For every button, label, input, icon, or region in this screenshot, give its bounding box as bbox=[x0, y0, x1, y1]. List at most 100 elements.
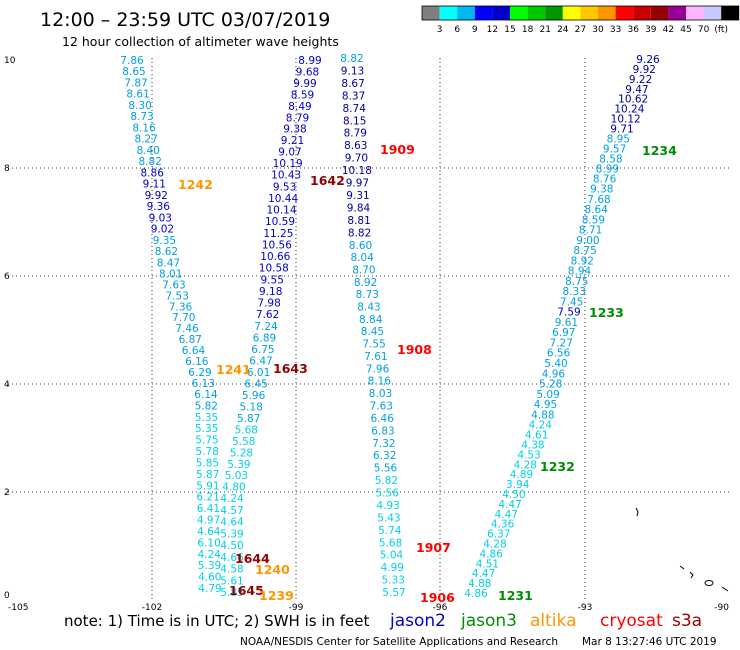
legend-swatch bbox=[633, 6, 651, 20]
longitude-label: -93 bbox=[578, 603, 593, 613]
wave-height-value: 4.38 bbox=[521, 440, 544, 452]
wave-height-value: 8.16 bbox=[132, 122, 156, 134]
wave-height-value: 8.81 bbox=[347, 215, 370, 227]
wave-height-value: 4.88 bbox=[468, 578, 491, 590]
wave-height-value: 8.16 bbox=[368, 376, 392, 388]
wave-height-value: 4.47 bbox=[472, 568, 495, 580]
longitude-label: -105 bbox=[8, 603, 28, 613]
legend-swatch bbox=[545, 6, 563, 20]
wave-height-value: 9.02 bbox=[151, 224, 174, 236]
wave-height-value: 4.88 bbox=[531, 409, 554, 421]
wave-height-value: 6.47 bbox=[249, 356, 272, 368]
latitude-label: 2 bbox=[4, 488, 10, 498]
wave-height-value: 8.59 bbox=[291, 89, 314, 101]
wave-height-value: 4.24 bbox=[198, 549, 222, 561]
legend-swatch bbox=[439, 6, 458, 20]
wave-height-value: 5.57 bbox=[382, 587, 405, 599]
wave-height-value: 4.57 bbox=[220, 505, 243, 517]
pass-time-label: 1240 bbox=[255, 562, 290, 577]
wave-height-value: 6.10 bbox=[197, 537, 220, 549]
wave-height-value: 8.82 bbox=[340, 53, 363, 65]
legend-tick-label: 9 bbox=[472, 25, 478, 35]
wave-height-value: 8.86 bbox=[141, 167, 165, 179]
wave-height-value: 8.33 bbox=[563, 286, 586, 298]
wave-height-value: 5.56 bbox=[374, 463, 398, 475]
wave-height-value: 9.53 bbox=[273, 181, 296, 193]
wave-height-value: 8.64 bbox=[585, 204, 609, 216]
pass-time-label: 1241 bbox=[216, 362, 251, 377]
wave-height-value: 6.83 bbox=[371, 425, 394, 437]
wave-height-value: 5.91 bbox=[196, 480, 219, 492]
wave-height-value: 4.36 bbox=[491, 519, 515, 531]
wave-height-value: 6.87 bbox=[179, 334, 202, 346]
wave-height-value: 8.01 bbox=[159, 269, 182, 281]
wave-height-value: 5.68 bbox=[379, 537, 402, 549]
wave-height-value: 7.62 bbox=[256, 309, 279, 321]
wave-height-value: 10.66 bbox=[260, 251, 290, 263]
legend-swatch bbox=[562, 6, 581, 20]
wave-height-tracks: 7.868.657.878.618.308.738.168.278.408.82… bbox=[120, 53, 660, 600]
wave-height-value: 10.44 bbox=[268, 193, 298, 205]
wave-height-value: 5.35 bbox=[195, 412, 218, 424]
legend-tick-label: 39 bbox=[645, 25, 657, 35]
longitude-label: -99 bbox=[289, 603, 304, 613]
legend-tick-label: 24 bbox=[557, 25, 569, 35]
wave-height-value: 7.46 bbox=[175, 323, 199, 335]
wave-height-value: 5.78 bbox=[196, 446, 219, 458]
legend-swatch bbox=[598, 6, 616, 20]
wave-height-value: 5.39 bbox=[220, 528, 243, 540]
wave-height-value: 5.39 bbox=[227, 459, 250, 471]
wave-height-value: 8.60 bbox=[349, 240, 372, 252]
wave-height-value: 9.03 bbox=[149, 212, 172, 224]
wave-height-value: 4.47 bbox=[495, 509, 518, 521]
wave-height-value: 8.63 bbox=[344, 140, 367, 152]
wave-height-value: 10.56 bbox=[262, 240, 292, 252]
map-title: 12:00 – 23:59 UTC 03/07/2019 bbox=[40, 9, 330, 31]
wave-height-value: 6.97 bbox=[552, 327, 575, 339]
wave-height-value: 8.49 bbox=[288, 101, 311, 113]
legend-swatch bbox=[422, 6, 440, 20]
legend-frame bbox=[421, 5, 740, 21]
wave-height-value: 9.55 bbox=[261, 274, 284, 286]
wave-height-value: 8.47 bbox=[157, 257, 180, 269]
coast-segment bbox=[635, 507, 639, 517]
wave-height-value: 7.87 bbox=[124, 78, 147, 90]
wave-height-value: 4.86 bbox=[480, 548, 504, 560]
wave-height-value: 8.62 bbox=[155, 246, 178, 258]
wave-height-value: 9.22 bbox=[629, 74, 652, 86]
wave-height-value: 9.00 bbox=[576, 235, 599, 247]
legend-tick-label: (ft) bbox=[714, 25, 728, 35]
wave-height-value: 5.68 bbox=[235, 424, 258, 436]
wave-height-value: 4.64 bbox=[197, 526, 221, 538]
wave-height-value: 9.99 bbox=[293, 78, 316, 90]
wave-height-value: 6.45 bbox=[244, 379, 267, 391]
wave-height-value: 4.86 bbox=[464, 588, 488, 600]
wave-height-value: 9.61 bbox=[555, 317, 578, 329]
wave-height-value: 6.56 bbox=[547, 348, 571, 360]
wave-height-value: 10.58 bbox=[259, 263, 289, 275]
legend-swatch bbox=[510, 6, 528, 20]
pass-time-label: 1908 bbox=[397, 342, 432, 357]
wave-height-value: 4.96 bbox=[542, 368, 566, 380]
wave-height-value: 6.14 bbox=[194, 389, 218, 401]
wave-height-value: 5.75 bbox=[195, 435, 218, 447]
legend-swatch bbox=[721, 6, 739, 20]
wave-height-value: 8.59 bbox=[582, 214, 605, 226]
wave-height-value: 8.76 bbox=[593, 174, 617, 186]
wave-height-value: 4.51 bbox=[476, 558, 499, 570]
wave-height-value: 4.95 bbox=[534, 399, 557, 411]
wave-height-value: 8.70 bbox=[352, 265, 375, 277]
wave-height-value: 4.64 bbox=[220, 517, 244, 529]
wave-height-value: 6.46 bbox=[371, 413, 395, 425]
legend-tick-label: 45 bbox=[680, 25, 691, 35]
wave-height-value: 8.99 bbox=[298, 55, 321, 67]
wave-height-value: 10.12 bbox=[611, 114, 641, 126]
wave-height-value: 8.30 bbox=[128, 100, 151, 112]
legend-tick-label: 70 bbox=[698, 25, 710, 35]
wave-height-value: 4.60 bbox=[198, 572, 221, 584]
wave-height-value: 8.58 bbox=[599, 153, 622, 165]
wave-height-value: 9.84 bbox=[347, 202, 371, 214]
wave-height-value: 5.96 bbox=[242, 390, 266, 402]
legend-tick-label: 42 bbox=[663, 25, 674, 35]
coast-segment bbox=[679, 565, 685, 570]
